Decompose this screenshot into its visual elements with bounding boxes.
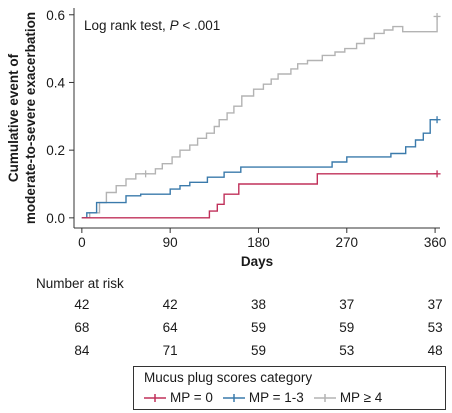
y-axis-label-line1: Cumulative event of	[6, 53, 21, 182]
series-line-1	[81, 118, 438, 219]
risk-cell: 59	[339, 320, 355, 335]
annotation-p: P	[170, 18, 179, 33]
legend-item: MP ≥ 4	[313, 390, 383, 405]
risk-cell: 71	[162, 343, 178, 358]
y-axis-label-line2: moderate-to-severe exacerbation	[23, 12, 38, 224]
y-tick-label: 0.2	[46, 143, 65, 158]
y-tick-label: 0.6	[46, 8, 65, 23]
risk-cell: 37	[427, 297, 443, 312]
y-tick-label: 0.4	[46, 75, 65, 90]
x-tick-label: 270	[336, 235, 359, 250]
risk-cell: 37	[339, 297, 355, 312]
risk-cell: 59	[250, 343, 266, 358]
legend-label: MP = 1-3	[248, 390, 304, 405]
y-axis-label: Cumulative event of moderate-to-severe ex…	[6, 12, 38, 224]
x-axis-label: Days	[241, 254, 273, 269]
annotation-log-rank: Log rank test, P < .001	[84, 18, 220, 33]
legend-swatch	[144, 393, 166, 402]
risk-cell: 53	[427, 320, 443, 335]
legend: Mucus plug scores category MP = 0 MP = 1-…	[133, 366, 446, 410]
legend-title: Mucus plug scores category	[144, 370, 313, 385]
risk-table-title: Number at risk	[36, 276, 124, 291]
legend-item: MP = 1-3	[222, 390, 304, 405]
km-chart: 0.0 0.2 0.4 0.6 0 90 180 270 360 Days Cumulative e…	[6, 8, 447, 269]
legend-item: MP = 0	[144, 390, 213, 405]
annotation-prefix: Log rank test,	[84, 18, 170, 33]
risk-cell: 42	[74, 297, 90, 312]
x-tick-label: 90	[163, 235, 178, 250]
risk-cell: 84	[74, 343, 90, 358]
series-line-0	[81, 173, 438, 219]
legend-label: MP = 0	[170, 390, 213, 405]
legend-swatch	[313, 393, 336, 402]
legend-swatch	[222, 393, 245, 402]
risk-cell: 68	[74, 320, 90, 335]
risk-cell: 48	[427, 343, 443, 358]
risk-cell: 38	[250, 297, 266, 312]
risk-cell: 59	[250, 320, 266, 335]
x-tick-label: 180	[247, 235, 270, 250]
annotation-suffix: < .001	[179, 18, 221, 33]
risk-cell: 64	[162, 320, 178, 335]
legend-label: MP ≥ 4	[339, 390, 383, 405]
legend-items: MP = 0 MP = 1-3 MP ≥ 4	[144, 390, 392, 405]
x-tick-label: 360	[424, 235, 447, 250]
risk-cell: 42	[162, 297, 178, 312]
series-line-2	[81, 16, 438, 219]
y-tick-label: 0.0	[46, 211, 65, 226]
x-tick-label: 0	[78, 235, 86, 250]
risk-cell: 53	[339, 343, 355, 358]
